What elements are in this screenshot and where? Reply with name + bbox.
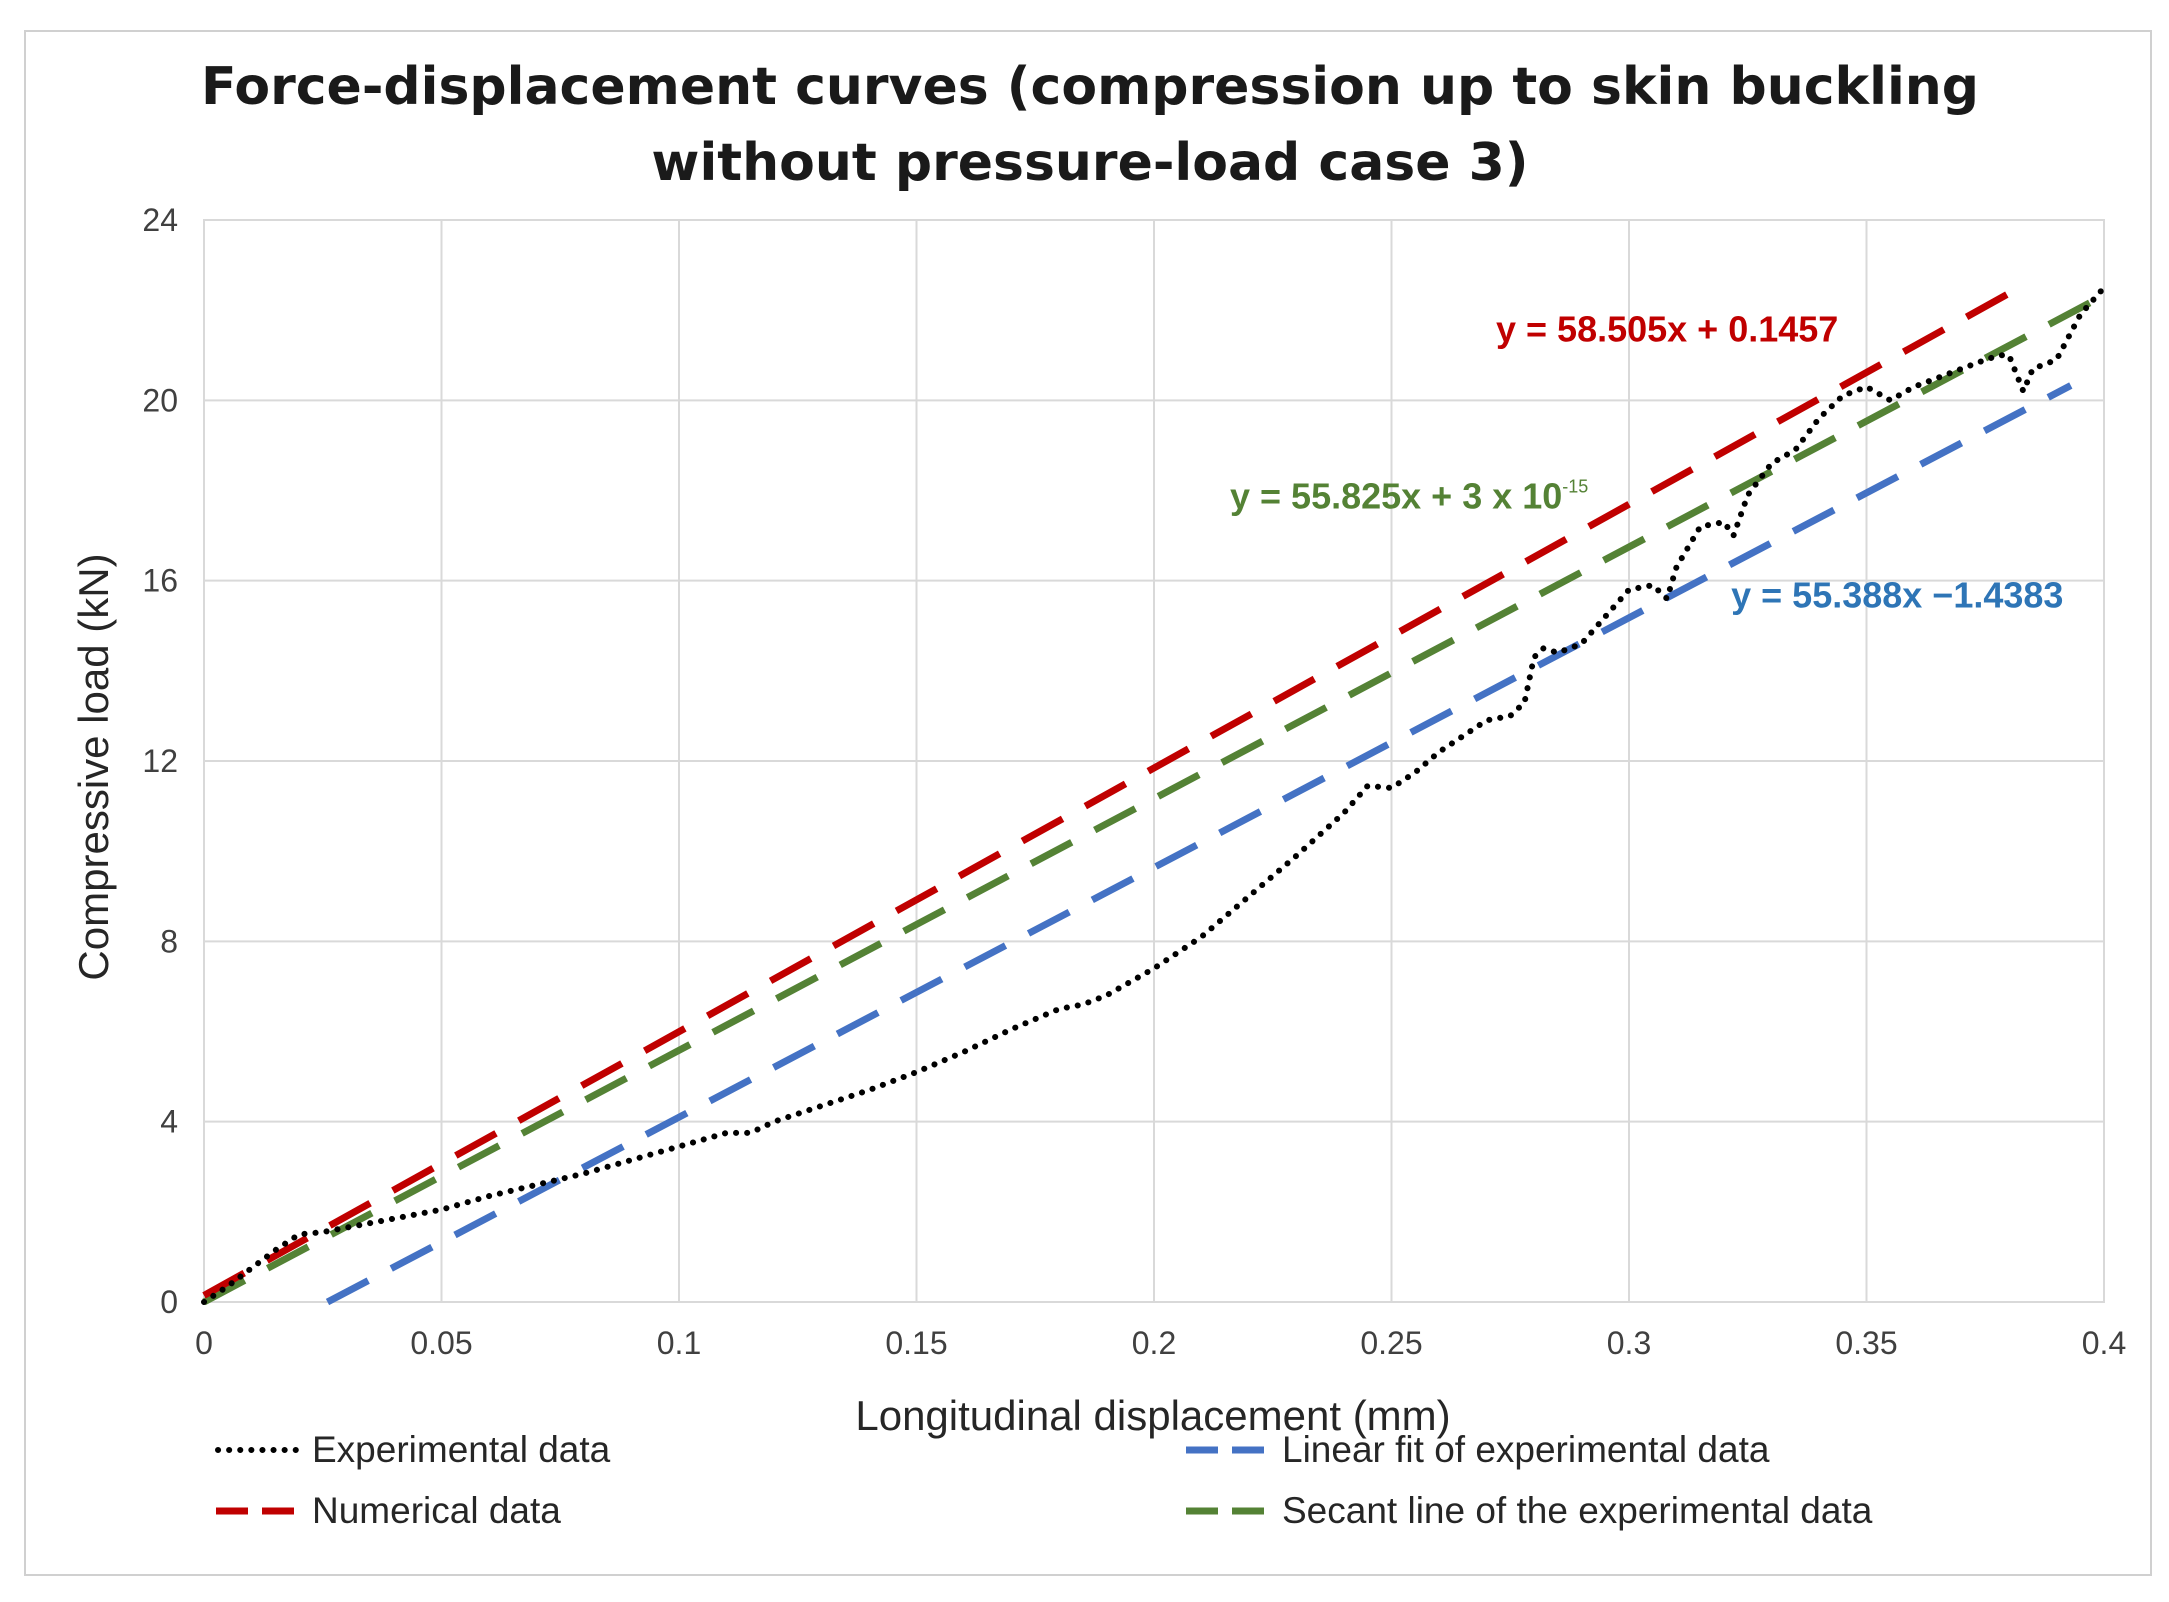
y-tick-label-8: 8 xyxy=(160,923,178,959)
legend-item-linear-fit-of-experimental-data: Linear fit of experimental data xyxy=(1186,1429,1770,1470)
equation-label-linear-fit-of-experimental-data: y = 55.388x −1.4383 xyxy=(1731,575,2063,616)
y-tick-label-20: 20 xyxy=(142,382,178,418)
series-numerical-data xyxy=(202,282,2025,1299)
legend-item-secant-line-of-the-experimental-data: Secant line of the experimental data xyxy=(1186,1490,1873,1531)
x-tick-label-0-35: 0.35 xyxy=(1835,1325,1897,1361)
y-tick-label-12: 12 xyxy=(142,743,178,779)
y-tick-label-16: 16 xyxy=(142,563,178,599)
plot-area xyxy=(203,219,2105,1303)
y-axis-title: Compressive load (kN) xyxy=(70,553,117,980)
x-tick-label-0-2: 0.2 xyxy=(1132,1325,1176,1361)
y-tick-label-0: 0 xyxy=(160,1284,178,1320)
x-tick-label-0-25: 0.25 xyxy=(1360,1325,1422,1361)
chart-frame: Force-displacement curves (compression u… xyxy=(24,30,2152,1576)
chart-title-line-1: Force-displacement curves (compression u… xyxy=(201,57,1979,117)
chart-title-line-2: without pressure-load case 3) xyxy=(651,133,1528,193)
y-tick-label-4: 4 xyxy=(160,1104,178,1140)
legend-item-experimental-data: Experimental data xyxy=(215,1429,611,1470)
legend-label-experimental-data: Experimental data xyxy=(312,1429,611,1470)
equation-labels: y = 58.505x + 0.1457 y = 55.825x + 3 x 10… xyxy=(1230,309,2063,616)
x-tick-label-0-15: 0.15 xyxy=(885,1325,947,1361)
series-linear-fit-of-experimental-data xyxy=(325,382,2073,1306)
legend-item-numerical-data: Numerical data xyxy=(216,1490,561,1531)
y-tick-label-24: 24 xyxy=(142,202,178,238)
plot-area-border xyxy=(203,219,2105,1303)
x-tick-label-0-4: 0.4 xyxy=(2082,1325,2126,1361)
series-experimental-data xyxy=(201,284,2107,1305)
legend-label-secant-line-of-the-experimental-data: Secant line of the experimental data xyxy=(1282,1490,1873,1531)
x-tick-label-0: 0 xyxy=(195,1325,213,1361)
gridlines xyxy=(203,219,2105,1303)
chart-title: Force-displacement curves (compression u… xyxy=(201,57,1979,193)
legend-label-linear-fit-of-experimental-data: Linear fit of experimental data xyxy=(1282,1429,1770,1470)
legend-label-numerical-data: Numerical data xyxy=(312,1490,561,1531)
x-tick-label-0-05: 0.05 xyxy=(410,1325,472,1361)
equation-label-secant-line-of-the-experimental-data: y = 55.825x + 3 x 10-15 xyxy=(1230,476,1588,517)
chart-canvas: Force-displacement curves (compression u… xyxy=(70,57,2126,1531)
x-tick-label-0-1: 0.1 xyxy=(657,1325,701,1361)
x-axis-ticks: 0 0.05 0.1 0.15 0.2 0.25 0.3 0.35 0.4 xyxy=(195,1325,2126,1361)
legend: Experimental data Linear fit of experimen… xyxy=(215,1429,1873,1531)
equation-label-numerical-data: y = 58.505x + 0.1457 xyxy=(1496,309,1838,350)
series-layer xyxy=(201,282,2107,1306)
x-axis-title: Longitudinal displacement (mm) xyxy=(855,1392,1450,1439)
x-tick-label-0-3: 0.3 xyxy=(1607,1325,1651,1361)
y-axis-ticks: 0 4 8 12 16 20 24 xyxy=(142,202,178,1320)
